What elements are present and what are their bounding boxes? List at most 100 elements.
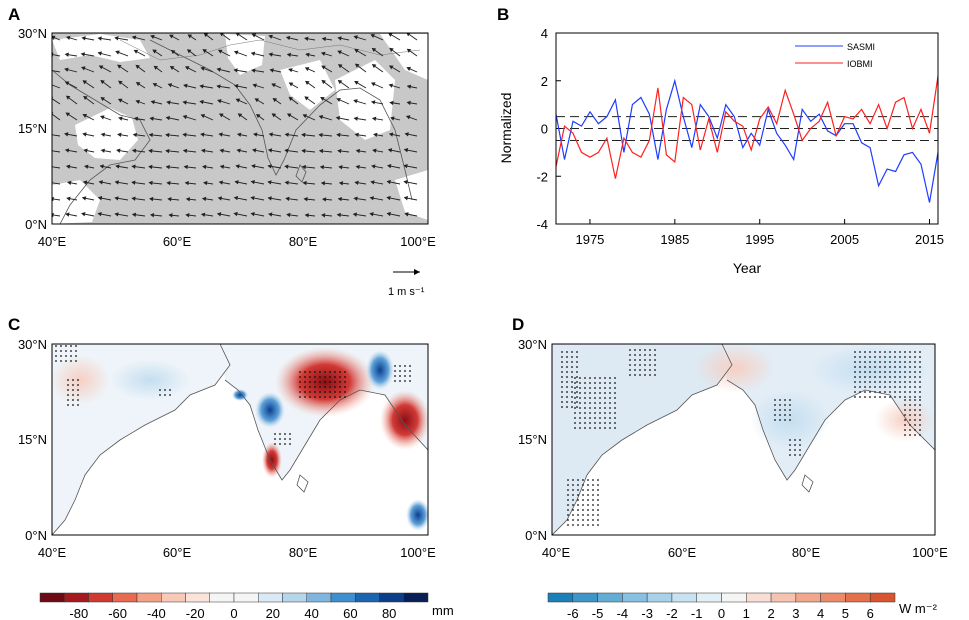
colorbar-cell bbox=[282, 592, 307, 603]
wind-vector-head bbox=[131, 164, 136, 169]
significance-dot bbox=[879, 361, 881, 363]
significance-dot bbox=[914, 414, 916, 416]
wind-vector-head bbox=[81, 36, 86, 41]
significance-dot bbox=[55, 360, 57, 362]
wind-vector-head bbox=[253, 132, 258, 137]
ytick-label: -2 bbox=[536, 169, 548, 184]
significance-dot bbox=[587, 499, 589, 501]
significance-dot bbox=[344, 381, 346, 383]
significance-dot bbox=[339, 386, 341, 388]
significance-dot bbox=[914, 391, 916, 393]
panel-a-unshaded-region bbox=[52, 180, 100, 224]
significance-dot bbox=[854, 366, 856, 368]
significance-dot bbox=[599, 402, 601, 404]
wind-vector-head bbox=[250, 195, 255, 201]
wind-vector-head bbox=[267, 164, 272, 169]
significance-dot bbox=[587, 489, 589, 491]
panel-a-reference-label: 1 m s⁻¹ bbox=[388, 286, 425, 298]
significance-dot bbox=[609, 422, 611, 424]
wind-vector-head bbox=[67, 180, 72, 186]
significance-dot bbox=[579, 387, 581, 389]
wind-vector-head bbox=[235, 164, 240, 169]
significance-dot bbox=[859, 371, 861, 373]
significance-dot bbox=[394, 370, 396, 372]
wind-vector-head bbox=[83, 148, 88, 153]
significance-dot bbox=[589, 417, 591, 419]
significance-dot bbox=[324, 396, 326, 398]
colorbar-tick-label: 4 bbox=[817, 606, 824, 620]
significance-dot bbox=[909, 396, 911, 398]
significance-dot bbox=[169, 394, 171, 396]
colorbar-tick-label: -80 bbox=[69, 606, 88, 620]
panel-c-coastline bbox=[296, 474, 309, 493]
significance-dot bbox=[889, 366, 891, 368]
wind-vector-head bbox=[337, 196, 342, 202]
significance-dot bbox=[577, 504, 579, 506]
significance-dot bbox=[604, 417, 606, 419]
significance-dot bbox=[889, 361, 891, 363]
colorbar-cell bbox=[869, 592, 896, 603]
significance-dot bbox=[597, 504, 599, 506]
wind-vector-head bbox=[131, 212, 137, 217]
significance-dot bbox=[72, 404, 74, 406]
significance-dot bbox=[566, 396, 568, 398]
significance-dot bbox=[644, 369, 646, 371]
significance-dot bbox=[604, 377, 606, 379]
significance-dot bbox=[334, 376, 336, 378]
significance-dot bbox=[774, 404, 776, 406]
colorbar-cell bbox=[646, 592, 673, 603]
wind-vector-head bbox=[115, 50, 120, 55]
significance-dot bbox=[869, 381, 871, 383]
significance-dot bbox=[572, 524, 574, 526]
significance-dot bbox=[344, 386, 346, 388]
significance-dot bbox=[566, 356, 568, 358]
significance-dot bbox=[574, 407, 576, 409]
panel-c-weak-anomaly bbox=[52, 355, 110, 405]
significance-dot bbox=[919, 381, 921, 383]
wind-vector-head bbox=[203, 33, 209, 38]
colorbar-cell bbox=[696, 592, 722, 603]
significance-dot bbox=[879, 396, 881, 398]
colorbar-cell bbox=[547, 592, 574, 603]
wind-vector-head bbox=[304, 213, 309, 218]
significance-dot bbox=[614, 417, 616, 419]
wind-vector-head bbox=[131, 196, 136, 201]
significance-dot bbox=[874, 391, 876, 393]
significance-dot bbox=[604, 397, 606, 399]
significance-dot bbox=[599, 387, 601, 389]
panel-c-weak-anomaly bbox=[110, 360, 190, 400]
significance-dot bbox=[884, 381, 886, 383]
significance-dot bbox=[614, 382, 616, 384]
significance-dot bbox=[644, 374, 646, 376]
significance-dot bbox=[566, 371, 568, 373]
wind-vector-head bbox=[170, 49, 176, 55]
panel-a-border bbox=[119, 39, 421, 61]
significance-dot bbox=[577, 499, 579, 501]
wind-vector-head bbox=[131, 180, 136, 185]
wind-vector-head bbox=[352, 212, 358, 217]
colorbar-tick-label: 40 bbox=[304, 606, 318, 620]
significance-dot bbox=[864, 396, 866, 398]
significance-dot bbox=[604, 412, 606, 414]
wind-vector-head bbox=[82, 132, 87, 137]
significance-dot bbox=[914, 351, 916, 353]
colorbar-cell bbox=[403, 592, 429, 603]
wind-vector-head bbox=[338, 181, 344, 186]
wind-vector-head bbox=[321, 213, 326, 218]
wind-vector-head bbox=[150, 34, 155, 39]
panel-d-ytick-label: 0°N bbox=[525, 528, 547, 543]
significance-dot bbox=[319, 376, 321, 378]
panel-d-colorbar-unit: W m⁻² bbox=[899, 601, 938, 616]
panel-d-significance-dots bbox=[561, 349, 921, 526]
significance-dot bbox=[909, 366, 911, 368]
significance-dot bbox=[889, 391, 891, 393]
significance-dot bbox=[799, 454, 801, 456]
significance-dot bbox=[55, 350, 57, 352]
wind-vector-head bbox=[152, 49, 157, 54]
significance-dot bbox=[899, 356, 901, 358]
significance-dot bbox=[572, 504, 574, 506]
significance-dot bbox=[864, 381, 866, 383]
significance-dot bbox=[314, 396, 316, 398]
wind-vector-head bbox=[100, 148, 105, 153]
significance-dot bbox=[164, 389, 166, 391]
